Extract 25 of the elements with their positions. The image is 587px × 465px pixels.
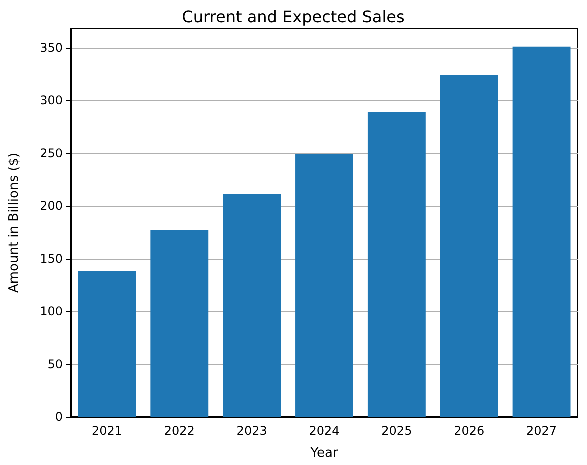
x-tick-label: 2024 (309, 424, 340, 438)
x-tick-label: 2023 (236, 424, 268, 438)
x-axis-title: Year (310, 446, 339, 461)
y-tick-label: 350 (40, 40, 63, 55)
bar (368, 112, 426, 417)
y-tick-label: 200 (40, 199, 63, 214)
y-tick-label: 300 (40, 94, 63, 108)
chart-title: Current and Expected Sales (182, 8, 405, 26)
x-tick-label: 2026 (454, 424, 485, 438)
bar (150, 230, 209, 417)
y-tick-label: 0 (55, 410, 63, 424)
bar (440, 75, 498, 417)
y-tick-label: 100 (40, 304, 63, 319)
bar (223, 194, 282, 417)
bar (78, 272, 136, 417)
x-tick-label: 2022 (164, 424, 195, 438)
y-axis-title: Amount in Billions ($) (7, 152, 22, 294)
y-tick-label: 250 (40, 146, 63, 160)
bar (296, 154, 354, 417)
y-tick-label: 50 (48, 357, 63, 372)
bar (512, 46, 571, 417)
x-tick-label: 2021 (92, 424, 122, 438)
x-tick-label: 2027 (526, 424, 558, 438)
y-tick-label: 150 (40, 252, 63, 266)
x-tick-label: 2025 (382, 424, 412, 438)
